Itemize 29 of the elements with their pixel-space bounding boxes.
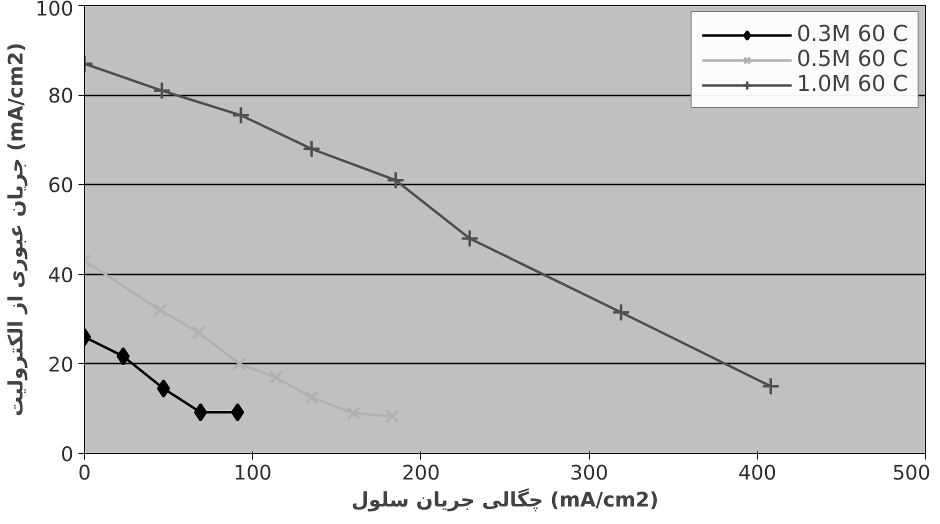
legend-label: 1.0M 60 C [796,72,908,97]
point [612,303,630,322]
x-axis-title: چگالی جریان سلول (mA/cm2) [351,488,659,512]
point [386,170,405,190]
x-tick-label: 200 [402,460,440,484]
y-tick-label: 80 [48,84,74,108]
point [194,403,208,422]
x-tick-label: 100 [234,460,272,484]
point [116,347,130,366]
point [460,229,479,248]
point [762,377,780,396]
legend-label: 0.5M 60 C [796,47,908,72]
y-tick-label: 0 [60,442,74,466]
x-tick-label: 500 [892,460,931,484]
y-tick-label: 20 [48,352,74,376]
point [302,140,321,158]
point [156,379,170,398]
legend-label: 0.3M 60 C [796,22,908,47]
x-tick-label: 0 [78,460,91,484]
y-tick-label: 40 [48,262,74,287]
point [232,356,246,371]
y-axis-title: جریان عبوری از الکترولیت (mA/cm2) [3,42,28,416]
y-tick-label: 60 [48,173,74,198]
point [230,403,244,422]
x-tick-label: 300 [570,460,608,484]
x-tick-label: 400 [738,460,776,484]
y-tick-label: 100 [35,0,74,20]
point [232,106,250,125]
point [152,81,172,100]
